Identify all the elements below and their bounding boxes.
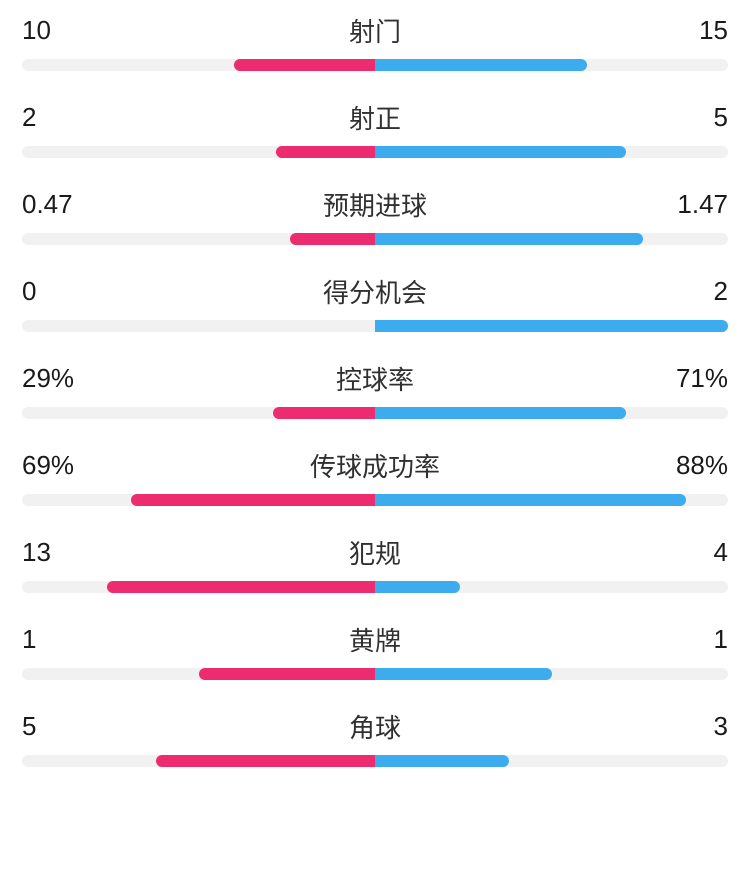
stat-header: 0得分机会2 xyxy=(22,273,728,310)
stat-label: 控球率 xyxy=(102,360,648,397)
stat-value-left: 29% xyxy=(22,363,102,394)
bar-track-left xyxy=(22,494,375,506)
bar-track-right xyxy=(375,233,728,245)
stat-row: 29%控球率71% xyxy=(22,360,728,419)
stat-bar xyxy=(22,581,728,593)
stat-row: 0得分机会2 xyxy=(22,273,728,332)
bar-track-right xyxy=(375,581,728,593)
stat-row: 1黄牌1 xyxy=(22,621,728,680)
bar-track-right xyxy=(375,59,728,71)
stat-row: 5角球3 xyxy=(22,708,728,767)
stat-header: 1黄牌1 xyxy=(22,621,728,658)
bar-fill-right xyxy=(375,494,686,506)
bar-fill-right xyxy=(375,668,552,680)
bar-track-left xyxy=(22,233,375,245)
stat-value-left: 1 xyxy=(22,624,102,655)
stat-value-left: 0.47 xyxy=(22,189,102,220)
stat-value-left: 5 xyxy=(22,711,102,742)
stat-row: 13犯规4 xyxy=(22,534,728,593)
bar-fill-right xyxy=(375,320,728,332)
stat-label: 黄牌 xyxy=(102,621,648,658)
stat-row: 2射正5 xyxy=(22,99,728,158)
stat-value-left: 0 xyxy=(22,276,102,307)
stat-label: 预期进球 xyxy=(102,186,648,223)
stat-value-left: 10 xyxy=(22,15,102,46)
bar-track-left xyxy=(22,755,375,767)
stat-bar xyxy=(22,233,728,245)
stat-header: 5角球3 xyxy=(22,708,728,745)
bar-fill-left xyxy=(290,233,375,245)
bar-track-right xyxy=(375,494,728,506)
stat-value-left: 13 xyxy=(22,537,102,568)
stat-label: 射门 xyxy=(102,12,648,49)
bar-fill-left xyxy=(276,146,375,158)
bar-track-left xyxy=(22,59,375,71)
bar-fill-right xyxy=(375,407,626,419)
stat-value-right: 88% xyxy=(648,450,728,481)
bar-track-left xyxy=(22,407,375,419)
stat-label: 得分机会 xyxy=(102,273,648,310)
bar-fill-right xyxy=(375,581,460,593)
bar-track-right xyxy=(375,320,728,332)
bar-track-left xyxy=(22,146,375,158)
bar-track-right xyxy=(375,668,728,680)
stat-bar xyxy=(22,494,728,506)
bar-fill-left xyxy=(131,494,375,506)
stat-row: 69%传球成功率88% xyxy=(22,447,728,506)
stat-value-right: 3 xyxy=(648,711,728,742)
bar-fill-left xyxy=(199,668,376,680)
stat-label: 传球成功率 xyxy=(102,447,648,484)
bar-track-left xyxy=(22,320,375,332)
stat-label: 射正 xyxy=(102,99,648,136)
bar-fill-right xyxy=(375,755,509,767)
stat-value-right: 1.47 xyxy=(648,189,728,220)
stat-bar xyxy=(22,320,728,332)
bar-fill-left xyxy=(107,581,375,593)
stat-header: 2射正5 xyxy=(22,99,728,136)
bar-track-right xyxy=(375,755,728,767)
bar-fill-left xyxy=(273,407,375,419)
bar-fill-right xyxy=(375,146,626,158)
stat-header: 13犯规4 xyxy=(22,534,728,571)
bar-fill-right xyxy=(375,233,643,245)
stat-value-right: 4 xyxy=(648,537,728,568)
match-stats-list: 10射门152射正50.47预期进球1.470得分机会229%控球率71%69%… xyxy=(22,12,728,767)
bar-track-left xyxy=(22,581,375,593)
stat-header: 29%控球率71% xyxy=(22,360,728,397)
stat-header: 10射门15 xyxy=(22,12,728,49)
stat-bar xyxy=(22,59,728,71)
stat-header: 69%传球成功率88% xyxy=(22,447,728,484)
bar-fill-left xyxy=(234,59,375,71)
stat-row: 10射门15 xyxy=(22,12,728,71)
bar-track-left xyxy=(22,668,375,680)
stat-bar xyxy=(22,668,728,680)
bar-track-right xyxy=(375,407,728,419)
stat-label: 犯规 xyxy=(102,534,648,571)
bar-track-right xyxy=(375,146,728,158)
stat-bar xyxy=(22,755,728,767)
stat-bar xyxy=(22,146,728,158)
stat-label: 角球 xyxy=(102,708,648,745)
stat-value-right: 15 xyxy=(648,15,728,46)
stat-value-right: 1 xyxy=(648,624,728,655)
stat-row: 0.47预期进球1.47 xyxy=(22,186,728,245)
stat-bar xyxy=(22,407,728,419)
bar-fill-left xyxy=(156,755,375,767)
stat-value-right: 71% xyxy=(648,363,728,394)
stat-value-left: 69% xyxy=(22,450,102,481)
stat-value-right: 2 xyxy=(648,276,728,307)
bar-fill-right xyxy=(375,59,587,71)
stat-header: 0.47预期进球1.47 xyxy=(22,186,728,223)
stat-value-right: 5 xyxy=(648,102,728,133)
stat-value-left: 2 xyxy=(22,102,102,133)
